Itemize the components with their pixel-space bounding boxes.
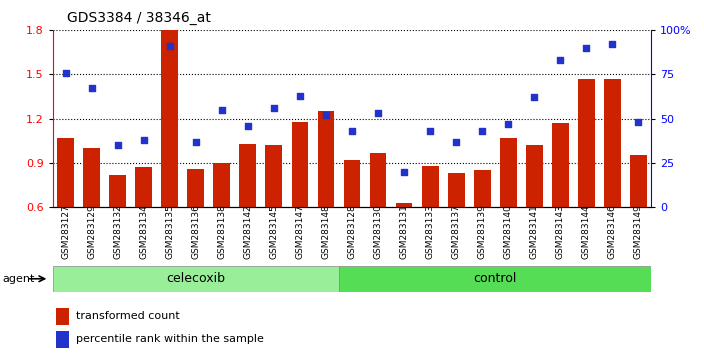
Point (581, 45, 592, 51)
Point (398, 169, 410, 175)
Point (451, 139, 462, 144)
Bar (161, 30, 178, 296)
Point (607, 41, 618, 47)
Bar (53, 266, 339, 292)
Point (242, 123, 253, 129)
Bar (109, 175, 126, 296)
Point (112, 142, 123, 148)
Point (164, 43, 175, 49)
Bar (56, 308, 69, 325)
Bar (422, 166, 439, 296)
Bar (370, 153, 386, 296)
Bar (526, 145, 543, 296)
Bar (448, 173, 465, 296)
Point (477, 128, 488, 134)
Bar (552, 123, 569, 296)
Bar (135, 167, 152, 296)
Point (503, 121, 514, 127)
Point (555, 57, 566, 63)
Bar (318, 111, 334, 296)
Bar (396, 202, 413, 296)
Bar (500, 138, 517, 296)
Bar (604, 79, 621, 296)
Point (372, 110, 384, 116)
Bar (578, 79, 595, 296)
Bar (57, 138, 74, 296)
Text: control: control (473, 272, 517, 285)
Point (216, 107, 227, 113)
Bar (339, 266, 651, 292)
Bar (474, 170, 491, 296)
Point (425, 128, 436, 134)
Text: GDS3384 / 38346_at: GDS3384 / 38346_at (67, 11, 210, 25)
Bar (344, 160, 360, 296)
Point (294, 93, 306, 98)
Bar (239, 144, 256, 296)
Point (633, 119, 644, 125)
Bar (83, 148, 100, 296)
Point (320, 112, 332, 118)
Text: celecoxib: celecoxib (166, 272, 225, 285)
Text: agent: agent (2, 274, 34, 284)
Bar (265, 145, 282, 296)
Point (86, 86, 97, 91)
Bar (187, 169, 204, 296)
Point (60, 70, 71, 75)
Bar (56, 331, 69, 348)
Text: percentile rank within the sample: percentile rank within the sample (76, 335, 264, 344)
Bar (291, 121, 308, 296)
Point (190, 139, 201, 144)
Bar (213, 163, 230, 296)
Point (268, 105, 279, 111)
Bar (630, 155, 647, 296)
Point (138, 137, 149, 143)
Point (346, 128, 358, 134)
Text: transformed count: transformed count (76, 312, 180, 321)
Point (529, 95, 540, 100)
